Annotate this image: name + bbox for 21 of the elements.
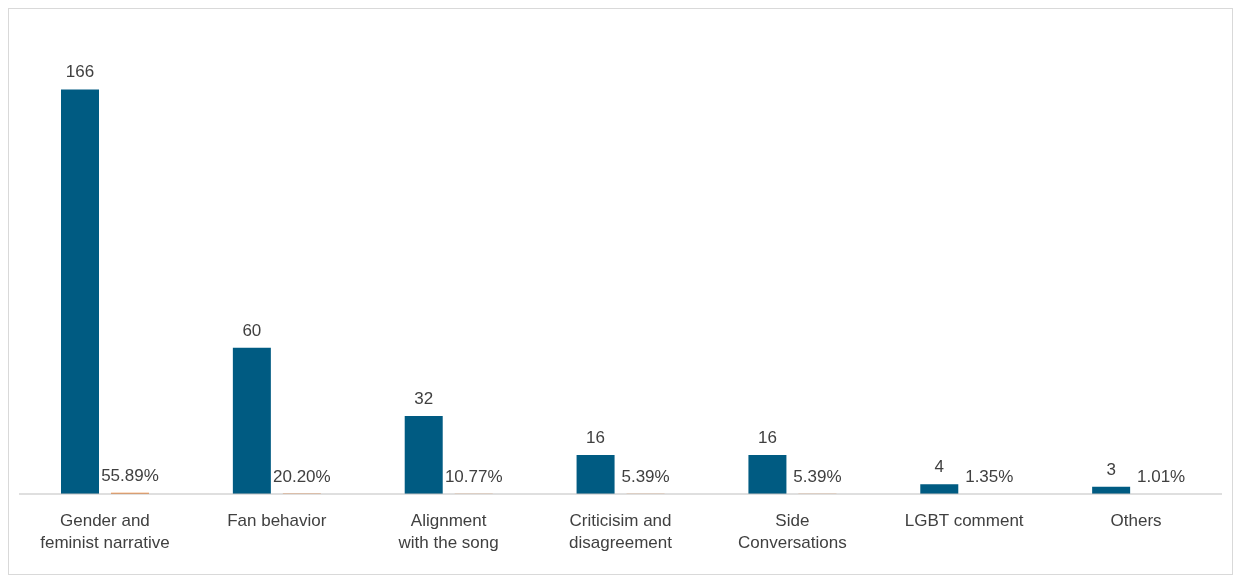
- data-label: 16: [586, 428, 606, 448]
- data-label: 60: [242, 320, 262, 340]
- x-tick-label: LGBT comment: [904, 511, 1024, 530]
- x-tick-label: Others: [1110, 511, 1162, 530]
- data-label: 1.35%: [965, 466, 1014, 486]
- data-label: 5.39%: [793, 466, 842, 486]
- data-label: 10.77%: [444, 466, 503, 486]
- data-label: 20.20%: [273, 466, 331, 486]
- data-label: 166: [65, 62, 95, 82]
- data-label: 4: [934, 457, 945, 477]
- data-label: 3: [1106, 459, 1116, 479]
- x-tick-label: Alignment with the song: [397, 511, 499, 552]
- data-label: 32: [414, 389, 434, 409]
- data-label: 5.39%: [621, 466, 670, 486]
- x-tick-label: Fan behavior: [227, 511, 327, 530]
- x-tick-label: Side Conversations: [738, 511, 847, 552]
- x-tick-label: Criticisim and disagreement: [568, 511, 673, 552]
- data-label: 16: [757, 428, 777, 448]
- x-tick-label: Gender and feminist narrative: [40, 511, 170, 552]
- data-label: 55.89%: [101, 465, 159, 485]
- data-label: 1.01%: [1137, 466, 1186, 486]
